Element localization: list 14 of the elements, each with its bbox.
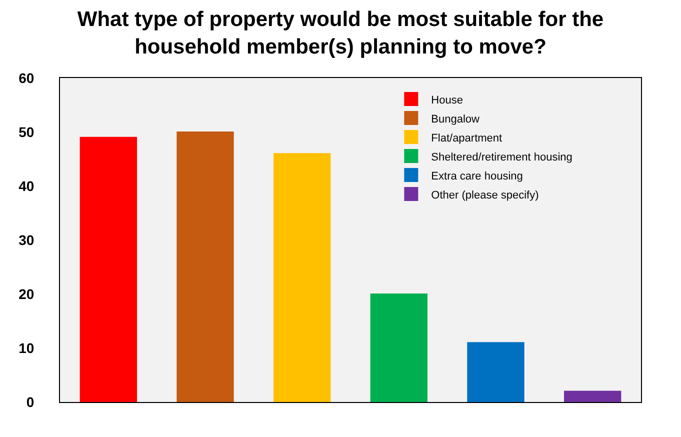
- y-tick-label: 0: [26, 394, 34, 410]
- legend-label: Sheltered/retirement housing: [431, 151, 572, 164]
- legend-label: Flat/apartment: [431, 132, 502, 144]
- y-tick-label: 50: [18, 124, 34, 140]
- legend-label: Bungalow: [431, 113, 480, 126]
- y-tick-label: 60: [18, 70, 34, 86]
- chart-title: What type of property would be most suitable for the household member(s) planning to move?: [77, 8, 604, 59]
- legend-label: Extra care housing: [431, 170, 523, 182]
- y-tick-label: 10: [18, 340, 34, 356]
- y-tick-label: 30: [18, 232, 34, 248]
- y-tick-label: 40: [18, 178, 34, 194]
- y-tick-label: 20: [18, 286, 34, 302]
- legend-label: House: [431, 94, 463, 106]
- legend-label: Other (please specify): [431, 189, 539, 202]
